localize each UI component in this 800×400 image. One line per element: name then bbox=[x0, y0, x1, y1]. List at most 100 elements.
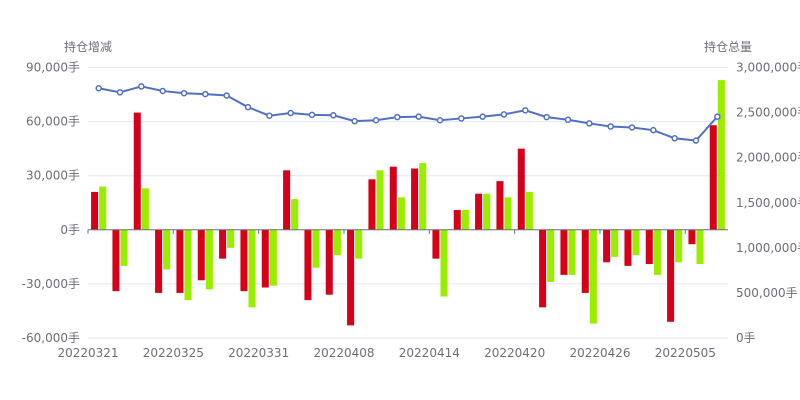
bar-green bbox=[483, 193, 491, 230]
line-point bbox=[372, 117, 380, 124]
line-point bbox=[458, 115, 465, 122]
bar-green bbox=[248, 229, 256, 308]
y-right-tick-label: 2,000,000手 bbox=[736, 151, 800, 165]
bar-red bbox=[304, 229, 312, 301]
bar-green bbox=[205, 229, 213, 290]
label-layer: 持仓增减 持仓总量 -60,000手 -30,000手 0手 30,000手 60,00… bbox=[22, 39, 800, 360]
bar-green bbox=[397, 197, 405, 230]
y-left-tick-label: 0手 bbox=[60, 223, 80, 237]
bar-red bbox=[560, 229, 568, 275]
bar-layer bbox=[91, 80, 725, 326]
line-point bbox=[522, 107, 529, 114]
bar-green bbox=[653, 229, 661, 275]
line-point bbox=[266, 112, 273, 119]
x-tick-label: 20220414 bbox=[399, 346, 460, 360]
line-point bbox=[330, 112, 337, 119]
bar-green bbox=[120, 229, 128, 266]
x-tick-label: 20220321 bbox=[57, 346, 118, 360]
bar-red bbox=[219, 229, 227, 259]
line-point bbox=[116, 89, 124, 96]
bar-green bbox=[547, 229, 555, 283]
y-right-tick-label: 0手 bbox=[736, 331, 756, 345]
bar-red bbox=[368, 179, 376, 230]
x-tick-label: 20220505 bbox=[655, 346, 716, 360]
line-point bbox=[671, 135, 678, 142]
bar-red bbox=[155, 229, 163, 293]
x-tick-label: 20220408 bbox=[313, 346, 374, 360]
bar-red bbox=[261, 229, 269, 288]
bar-red bbox=[517, 148, 525, 230]
y-right-tick-label: 3,000,000手 bbox=[736, 61, 800, 75]
line-point bbox=[138, 83, 145, 90]
bar-red bbox=[240, 229, 248, 292]
left-axis-name: 持仓增减 bbox=[64, 39, 112, 54]
line-point bbox=[479, 113, 486, 120]
line-point bbox=[308, 111, 316, 119]
line-point bbox=[202, 90, 209, 98]
bar-green bbox=[355, 229, 363, 259]
bar-green bbox=[440, 229, 448, 297]
bar-green bbox=[291, 199, 299, 230]
x-tick-label: 20220426 bbox=[569, 346, 630, 360]
bar-green bbox=[696, 229, 704, 265]
bar-red bbox=[112, 229, 120, 292]
x-tick-label: 20220325 bbox=[143, 346, 204, 360]
line-point bbox=[394, 113, 401, 121]
right-axis-name: 持仓总量 bbox=[704, 39, 752, 54]
bar-red bbox=[667, 229, 675, 322]
axis-layer bbox=[87, 229, 728, 234]
x-tick-label: 20220331 bbox=[228, 346, 289, 360]
bar-red bbox=[91, 191, 99, 230]
bar-green bbox=[333, 229, 341, 256]
y-right-tick-label: 1,000,000手 bbox=[736, 241, 800, 255]
line-point bbox=[714, 113, 721, 120]
bar-green bbox=[163, 229, 171, 270]
y-left-tick-label: 60,000手 bbox=[26, 115, 80, 129]
line-point bbox=[564, 116, 572, 124]
bar-red bbox=[432, 229, 440, 259]
line-point bbox=[95, 84, 102, 92]
line-point bbox=[607, 123, 614, 130]
line-point bbox=[159, 87, 166, 95]
bar-green bbox=[568, 229, 576, 275]
bar-red bbox=[709, 125, 717, 230]
bar-green bbox=[611, 229, 619, 257]
bar-green bbox=[99, 186, 107, 230]
line-point bbox=[180, 89, 188, 97]
bar-red bbox=[475, 193, 483, 230]
bar-red bbox=[347, 229, 355, 326]
bar-red bbox=[688, 229, 696, 245]
bar-green bbox=[269, 229, 277, 286]
line-point bbox=[436, 117, 444, 124]
line-point bbox=[415, 113, 422, 120]
line-layer bbox=[95, 83, 721, 144]
bar-green bbox=[675, 229, 683, 263]
bar-red bbox=[624, 229, 632, 266]
grid-layer bbox=[88, 67, 728, 339]
bar-red bbox=[197, 229, 205, 281]
line-point bbox=[244, 103, 252, 111]
bar-red bbox=[645, 229, 653, 265]
bar-green bbox=[376, 170, 384, 230]
bar-red bbox=[496, 181, 504, 230]
bar-red bbox=[411, 168, 419, 230]
bar-green bbox=[632, 229, 640, 256]
bar-green bbox=[141, 188, 149, 230]
bar-green bbox=[504, 197, 512, 230]
x-tick-label: 20220420 bbox=[484, 346, 545, 360]
total-position-line bbox=[98, 85, 719, 142]
line-point bbox=[650, 126, 657, 134]
bar-green bbox=[461, 209, 469, 230]
line-point bbox=[692, 137, 700, 144]
line-point bbox=[287, 109, 294, 117]
line-point bbox=[586, 120, 593, 127]
bar-red bbox=[176, 229, 184, 293]
y-left-tick-label: -60,000手 bbox=[22, 331, 80, 345]
bar-red bbox=[133, 112, 141, 230]
bar-green bbox=[312, 229, 320, 268]
line-point bbox=[351, 117, 358, 125]
bar-green bbox=[525, 191, 533, 230]
y-left-tick-label: 30,000手 bbox=[26, 169, 80, 183]
